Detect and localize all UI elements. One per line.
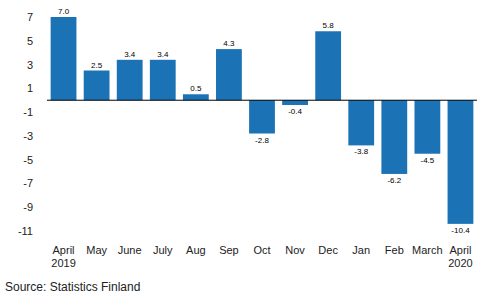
x-tick-label: July	[153, 244, 173, 256]
x-tick-label: Jan	[352, 244, 370, 256]
x-tick-label: Nov	[285, 244, 305, 256]
data-label: 7.0	[58, 7, 70, 16]
data-label: -0.4	[288, 107, 302, 116]
bar	[282, 100, 308, 105]
x-tick-label: April2020	[448, 244, 472, 269]
bar	[381, 100, 407, 174]
y-tick-label: 1	[27, 82, 33, 94]
y-tick-label: -9	[23, 201, 33, 213]
y-tick	[44, 231, 47, 232]
x-tick-label: Oct	[253, 244, 270, 256]
x-tick-label-line: March	[412, 244, 443, 256]
y-tick-label: -3	[23, 130, 33, 142]
bar	[216, 49, 242, 100]
bar	[348, 100, 374, 145]
y-tick-label: -7	[23, 177, 33, 189]
x-tick-label: May	[86, 244, 107, 256]
x-tick-label-line: April	[53, 244, 75, 256]
data-label: 3.4	[157, 50, 169, 59]
bar	[84, 71, 110, 101]
y-tick-label: 7	[27, 11, 33, 23]
y-tick-label: -1	[23, 106, 33, 118]
x-tick-label-line: Dec	[318, 244, 338, 256]
x-tick-label-line: June	[118, 244, 142, 256]
chart: -11-9-7-5-3-113577.02.53.43.40.54.3-2.8-…	[0, 0, 493, 304]
y-tick	[44, 17, 47, 18]
y-tick	[44, 207, 47, 208]
data-label: -6.2	[387, 176, 401, 185]
bar	[117, 60, 143, 100]
x-tick-label: April2019	[51, 244, 75, 269]
x-tick-label-line: May	[86, 244, 107, 256]
y-tick	[44, 64, 47, 65]
x-tick-label: June	[118, 244, 142, 256]
bar	[249, 100, 275, 133]
x-tick-label-line: Oct	[253, 244, 270, 256]
data-label: -4.5	[420, 156, 434, 165]
x-tick-label-line: Jan	[352, 244, 370, 256]
x-tick-label: Feb	[385, 244, 404, 256]
x-tick-label-line: Aug	[186, 244, 206, 256]
data-label: -2.8	[255, 136, 269, 145]
x-tick-label: Dec	[318, 244, 338, 256]
data-label: 2.5	[91, 61, 103, 70]
x-tick-label-line: 2019	[51, 257, 75, 269]
y-tick	[44, 159, 47, 160]
data-label: 0.5	[190, 84, 202, 93]
x-tick-label-line: Feb	[385, 244, 404, 256]
y-tick-label: -5	[23, 154, 33, 166]
y-tick-label: 5	[27, 35, 33, 47]
x-tick-label-line: Sep	[219, 244, 239, 256]
y-tick	[44, 88, 47, 89]
x-tick-label-line: July	[153, 244, 173, 256]
bar	[315, 31, 341, 100]
bars	[51, 17, 474, 224]
x-tick-label-line: Nov	[285, 244, 305, 256]
x-tick-label: March	[412, 244, 443, 256]
data-label: -10.4	[451, 226, 470, 235]
bar	[183, 94, 209, 100]
data-label: 4.3	[223, 39, 235, 48]
bar	[51, 17, 77, 100]
bar	[448, 100, 474, 224]
y-tick	[44, 135, 47, 136]
x-tick-label: Aug	[186, 244, 206, 256]
bar	[414, 100, 440, 154]
y-tick-label: 3	[27, 59, 33, 71]
x-tick-label-line: April	[449, 244, 471, 256]
data-label: 3.4	[124, 50, 136, 59]
y-tick	[44, 40, 47, 41]
y-tick	[44, 112, 47, 113]
bar	[150, 60, 176, 100]
y-tick	[44, 183, 47, 184]
x-tick-label: Sep	[219, 244, 239, 256]
data-label: 5.8	[323, 21, 335, 30]
data-label: -3.8	[354, 147, 368, 156]
y-tick-label: -11	[18, 225, 33, 237]
x-tick-label-line: 2020	[448, 257, 472, 269]
source: Source: Statistics Finland	[5, 280, 140, 294]
zero-line	[47, 100, 477, 101]
